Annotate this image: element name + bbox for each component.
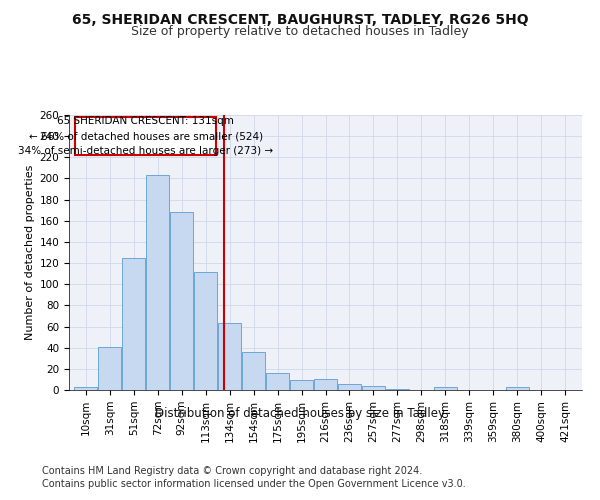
Text: 65, SHERIDAN CRESCENT, BAUGHURST, TADLEY, RG26 5HQ: 65, SHERIDAN CRESCENT, BAUGHURST, TADLEY… [71, 12, 529, 26]
Y-axis label: Number of detached properties: Number of detached properties [25, 165, 35, 340]
FancyBboxPatch shape [75, 117, 217, 155]
Bar [122, 258, 145, 390]
Bar [338, 384, 361, 390]
Bar [170, 212, 193, 390]
Bar [290, 380, 313, 390]
Bar [434, 387, 457, 390]
Bar [194, 272, 217, 390]
Bar [98, 346, 121, 390]
Text: Contains public sector information licensed under the Open Government Licence v3: Contains public sector information licen… [42, 479, 466, 489]
Bar [266, 373, 289, 390]
Bar [242, 352, 265, 390]
Bar [146, 176, 169, 390]
Text: Size of property relative to detached houses in Tadley: Size of property relative to detached ho… [131, 25, 469, 38]
Bar [386, 389, 409, 390]
Bar [74, 387, 97, 390]
Text: Distribution of detached houses by size in Tadley: Distribution of detached houses by size … [155, 408, 445, 420]
Text: Contains HM Land Registry data © Crown copyright and database right 2024.: Contains HM Land Registry data © Crown c… [42, 466, 422, 476]
Bar [506, 387, 529, 390]
Bar [314, 380, 337, 390]
Bar [218, 324, 241, 390]
Bar [362, 386, 385, 390]
Text: 65 SHERIDAN CRESCENT: 131sqm
← 66% of detached houses are smaller (524)
34% of s: 65 SHERIDAN CRESCENT: 131sqm ← 66% of de… [18, 116, 273, 156]
